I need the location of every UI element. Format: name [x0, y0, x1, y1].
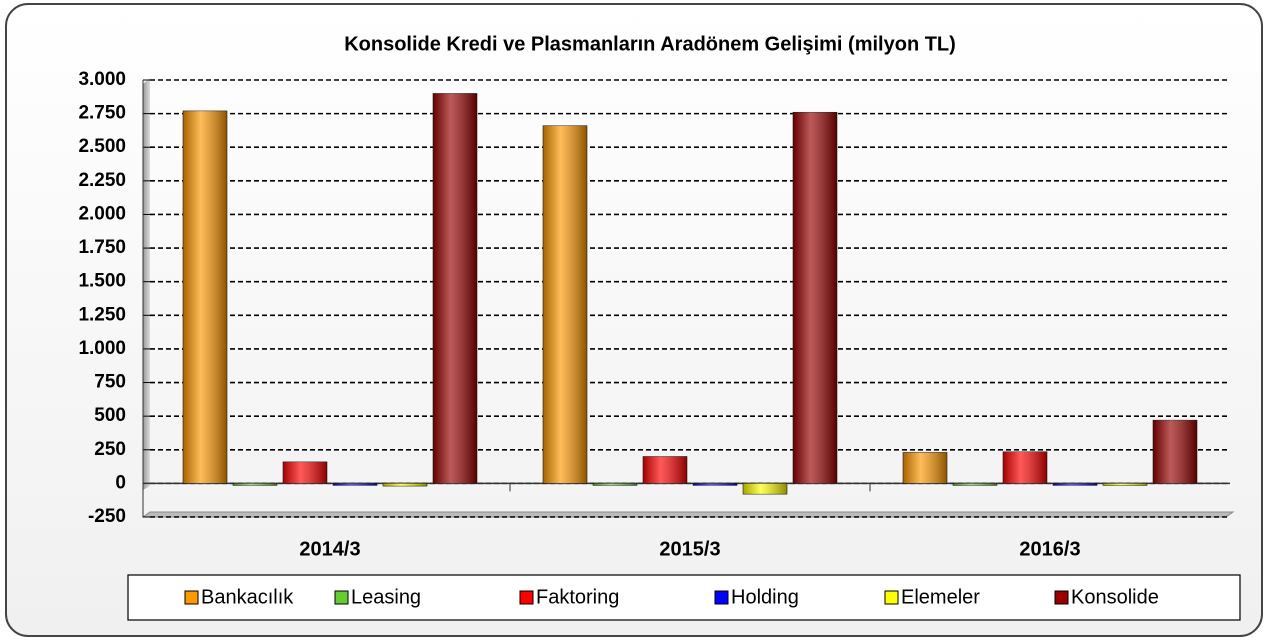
y-tick-label: 2.250: [78, 170, 126, 191]
x-tick-label: 2016/3: [1019, 538, 1080, 560]
legend-label: Holding: [731, 586, 799, 608]
y-tick-label: 3.000: [78, 69, 126, 90]
side-wall: [143, 78, 150, 490]
bar-shade: [1003, 451, 1047, 484]
bar-shade: [643, 456, 687, 484]
y-tick-label: 1.000: [78, 338, 126, 359]
bar-shade: [593, 483, 637, 486]
legend-swatch: [884, 590, 899, 605]
y-tick-label: 750: [94, 372, 126, 393]
bar-shade: [793, 112, 837, 484]
bar-shade: [1153, 420, 1197, 484]
bar-shade: [543, 125, 587, 484]
legend-swatch: [1054, 590, 1069, 605]
legend-swatch: [334, 590, 349, 605]
legend-label: Faktoring: [536, 586, 619, 608]
legend-swatch: [714, 590, 729, 605]
bar-shade: [953, 483, 997, 486]
legend-swatch: [519, 590, 534, 605]
bar-shade: [903, 452, 947, 484]
y-tick-label: 2.000: [78, 203, 126, 224]
bar-shade: [183, 110, 227, 484]
bar-shade: [1103, 483, 1147, 486]
y-tick-label: 500: [94, 405, 126, 426]
bar-shade: [233, 483, 277, 486]
y-tick-label: 2.500: [78, 136, 126, 157]
x-tick-label: 2015/3: [659, 538, 720, 560]
legend-label: Konsolide: [1071, 586, 1159, 608]
y-tick-label: 1.750: [78, 237, 126, 258]
legend-label: Leasing: [351, 586, 421, 608]
y-tick-label: 0: [115, 472, 126, 493]
bar-shade: [693, 483, 737, 486]
bar-shade: [383, 483, 427, 487]
bar-shade: [433, 93, 477, 484]
bar-shade: [1053, 483, 1097, 486]
y-tick-label: 1.500: [78, 271, 126, 292]
x-tick-label: 2014/3: [299, 538, 360, 560]
legend-swatch: [184, 590, 199, 605]
y-tick-label: 2.750: [78, 103, 126, 124]
legend-label: Elemeler: [901, 586, 980, 608]
bar-shade: [283, 461, 327, 484]
y-tick-label: 1.250: [78, 304, 126, 325]
legend-label: Bankacılık: [201, 586, 294, 608]
bar-shade: [333, 483, 377, 486]
chart-title: Konsolide Kredi ve Plasmanların Aradönem…: [344, 33, 956, 55]
y-tick-label: 250: [94, 439, 126, 460]
bar-shade: [743, 483, 787, 495]
y-tick-label: -250: [88, 506, 126, 527]
